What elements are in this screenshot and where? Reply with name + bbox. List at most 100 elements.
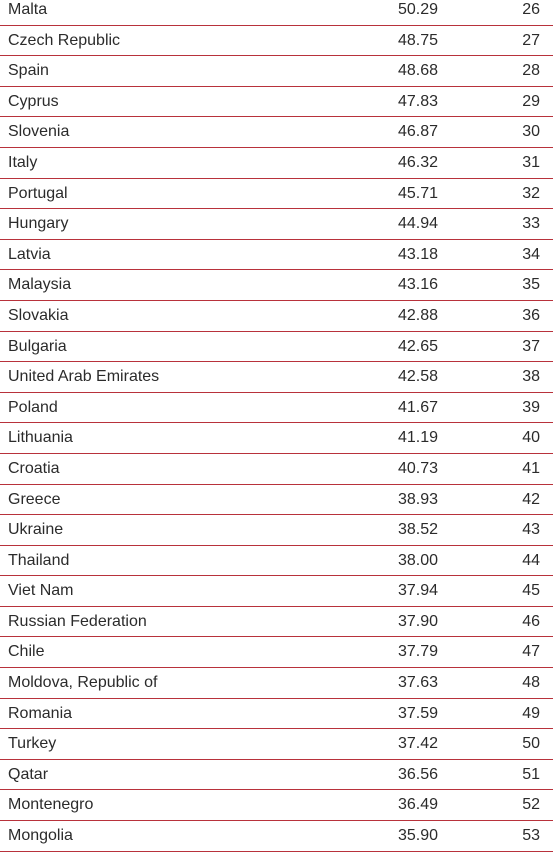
score-value: 37.79	[397, 643, 438, 661]
table-row: Croatia 40.73 41	[0, 454, 553, 485]
rank-value: 39	[522, 398, 540, 416]
country-name: Mongolia	[8, 827, 73, 845]
rank-value: 48	[522, 674, 540, 692]
score-value: 43.18	[397, 245, 438, 263]
score-value: 48.68	[397, 62, 438, 80]
score-value: 37.63	[397, 674, 438, 692]
score-value: 37.94	[397, 582, 438, 600]
score-value: 42.88	[397, 306, 438, 324]
country-name: Greece	[8, 490, 61, 508]
score-value: 42.58	[397, 368, 438, 386]
country-name: Slovakia	[8, 306, 69, 324]
score-value: 44.94	[397, 215, 438, 233]
table-row: Ukraine 38.52 43	[0, 515, 553, 546]
table-row: Slovenia 46.87 30	[0, 117, 553, 148]
score-value: 40.73	[397, 459, 438, 477]
score-value: 37.90	[397, 612, 438, 630]
country-name: Latvia	[8, 245, 51, 263]
rank-value: 45	[522, 582, 540, 600]
score-value: 38.00	[397, 551, 438, 569]
table-row: Italy 46.32 31	[0, 148, 553, 179]
table-row: Thailand 38.00 44	[0, 546, 553, 577]
score-value: 38.52	[397, 521, 438, 539]
country-name: Slovenia	[8, 123, 70, 141]
rank-value: 29	[522, 92, 540, 110]
table-row: Viet Nam 37.94 45	[0, 576, 553, 607]
country-name: Hungary	[8, 215, 69, 233]
rank-value: 49	[522, 704, 540, 722]
score-value: 41.19	[397, 429, 438, 447]
table-row: Romania 37.59 49	[0, 699, 553, 730]
country-name: Viet Nam	[8, 582, 74, 600]
rank-value: 53	[522, 827, 540, 845]
score-value: 43.16	[397, 276, 438, 294]
country-name: Malta	[8, 1, 48, 18]
rank-value: 37	[522, 337, 540, 355]
country-name: Romania	[8, 704, 73, 722]
table-row: Greece 38.93 42	[0, 485, 553, 516]
rank-value: 33	[522, 215, 540, 233]
country-name: Thailand	[8, 551, 70, 569]
score-value: 41.67	[397, 398, 438, 416]
country-name: Malaysia	[8, 276, 72, 294]
country-name: Qatar	[8, 765, 49, 783]
table-row: United Arab Emirates 42.58 38	[0, 362, 553, 393]
table-row: Malta 50.29 26	[0, 0, 553, 26]
country-name: Turkey	[8, 735, 57, 753]
country-name: United Arab Emirates	[8, 368, 160, 386]
score-value: 45.71	[397, 184, 438, 202]
score-value: 38.93	[397, 490, 438, 508]
score-value: 46.32	[397, 153, 438, 171]
rank-value: 50	[522, 735, 540, 753]
rank-value: 31	[522, 153, 540, 171]
score-value: 37.59	[397, 704, 438, 722]
rank-value: 26	[522, 1, 540, 18]
country-name: Czech Republic	[8, 31, 121, 49]
country-name: Cyprus	[8, 92, 59, 110]
table-row: Lithuania 41.19 40	[0, 423, 553, 454]
score-value: 36.49	[397, 796, 438, 814]
table-row: Poland 41.67 39	[0, 393, 553, 424]
rank-value: 32	[522, 184, 540, 202]
score-value: 47.83	[397, 92, 438, 110]
table-row: Czech Republic 48.75 27	[0, 26, 553, 57]
country-name: Ukraine	[8, 521, 64, 539]
score-value: 35.90	[397, 827, 438, 845]
rank-value: 35	[522, 276, 540, 294]
rank-value: 27	[522, 31, 540, 49]
rank-value: 28	[522, 62, 540, 80]
table-row: Malaysia 43.16 35	[0, 270, 553, 301]
rank-value: 41	[522, 459, 540, 477]
rank-value: 43	[522, 521, 540, 539]
rank-value: 42	[522, 490, 540, 508]
table-row: Cyprus 47.83 29	[0, 87, 553, 118]
rank-value: 30	[522, 123, 540, 141]
table-row: Chile 37.79 47	[0, 637, 553, 669]
table-row: Qatar 36.56 51	[0, 760, 553, 791]
table-row: Hungary 44.94 33	[0, 209, 553, 240]
score-value: 37.42	[397, 735, 438, 753]
country-name: Moldova, Republic of	[8, 674, 158, 692]
rank-value: 52	[522, 796, 540, 814]
table-row: Montenegro 36.49 52	[0, 790, 553, 822]
country-name: Spain	[8, 62, 49, 80]
table-row: Bulgaria 42.65 37	[0, 332, 553, 363]
rank-value: 51	[522, 765, 540, 783]
country-name: Poland	[8, 398, 58, 416]
table-row: Portugal 45.71 32	[0, 179, 553, 210]
country-name: Russian Federation	[8, 612, 147, 630]
country-name: Chile	[8, 643, 45, 661]
rank-value: 38	[522, 368, 540, 386]
rank-value: 34	[522, 245, 540, 263]
table-row: Spain 48.68 28	[0, 56, 553, 87]
country-name: Montenegro	[8, 796, 94, 814]
table-row: Latvia 43.18 34	[0, 240, 553, 271]
country-name: Italy	[8, 153, 38, 171]
rank-value: 46	[522, 612, 540, 630]
country-name: Lithuania	[8, 429, 73, 447]
table-row: Mongolia 35.90 53	[0, 821, 553, 852]
table-row: Russian Federation 37.90 46	[0, 607, 553, 638]
rank-value: 40	[522, 429, 540, 447]
rank-value: 44	[522, 551, 540, 569]
